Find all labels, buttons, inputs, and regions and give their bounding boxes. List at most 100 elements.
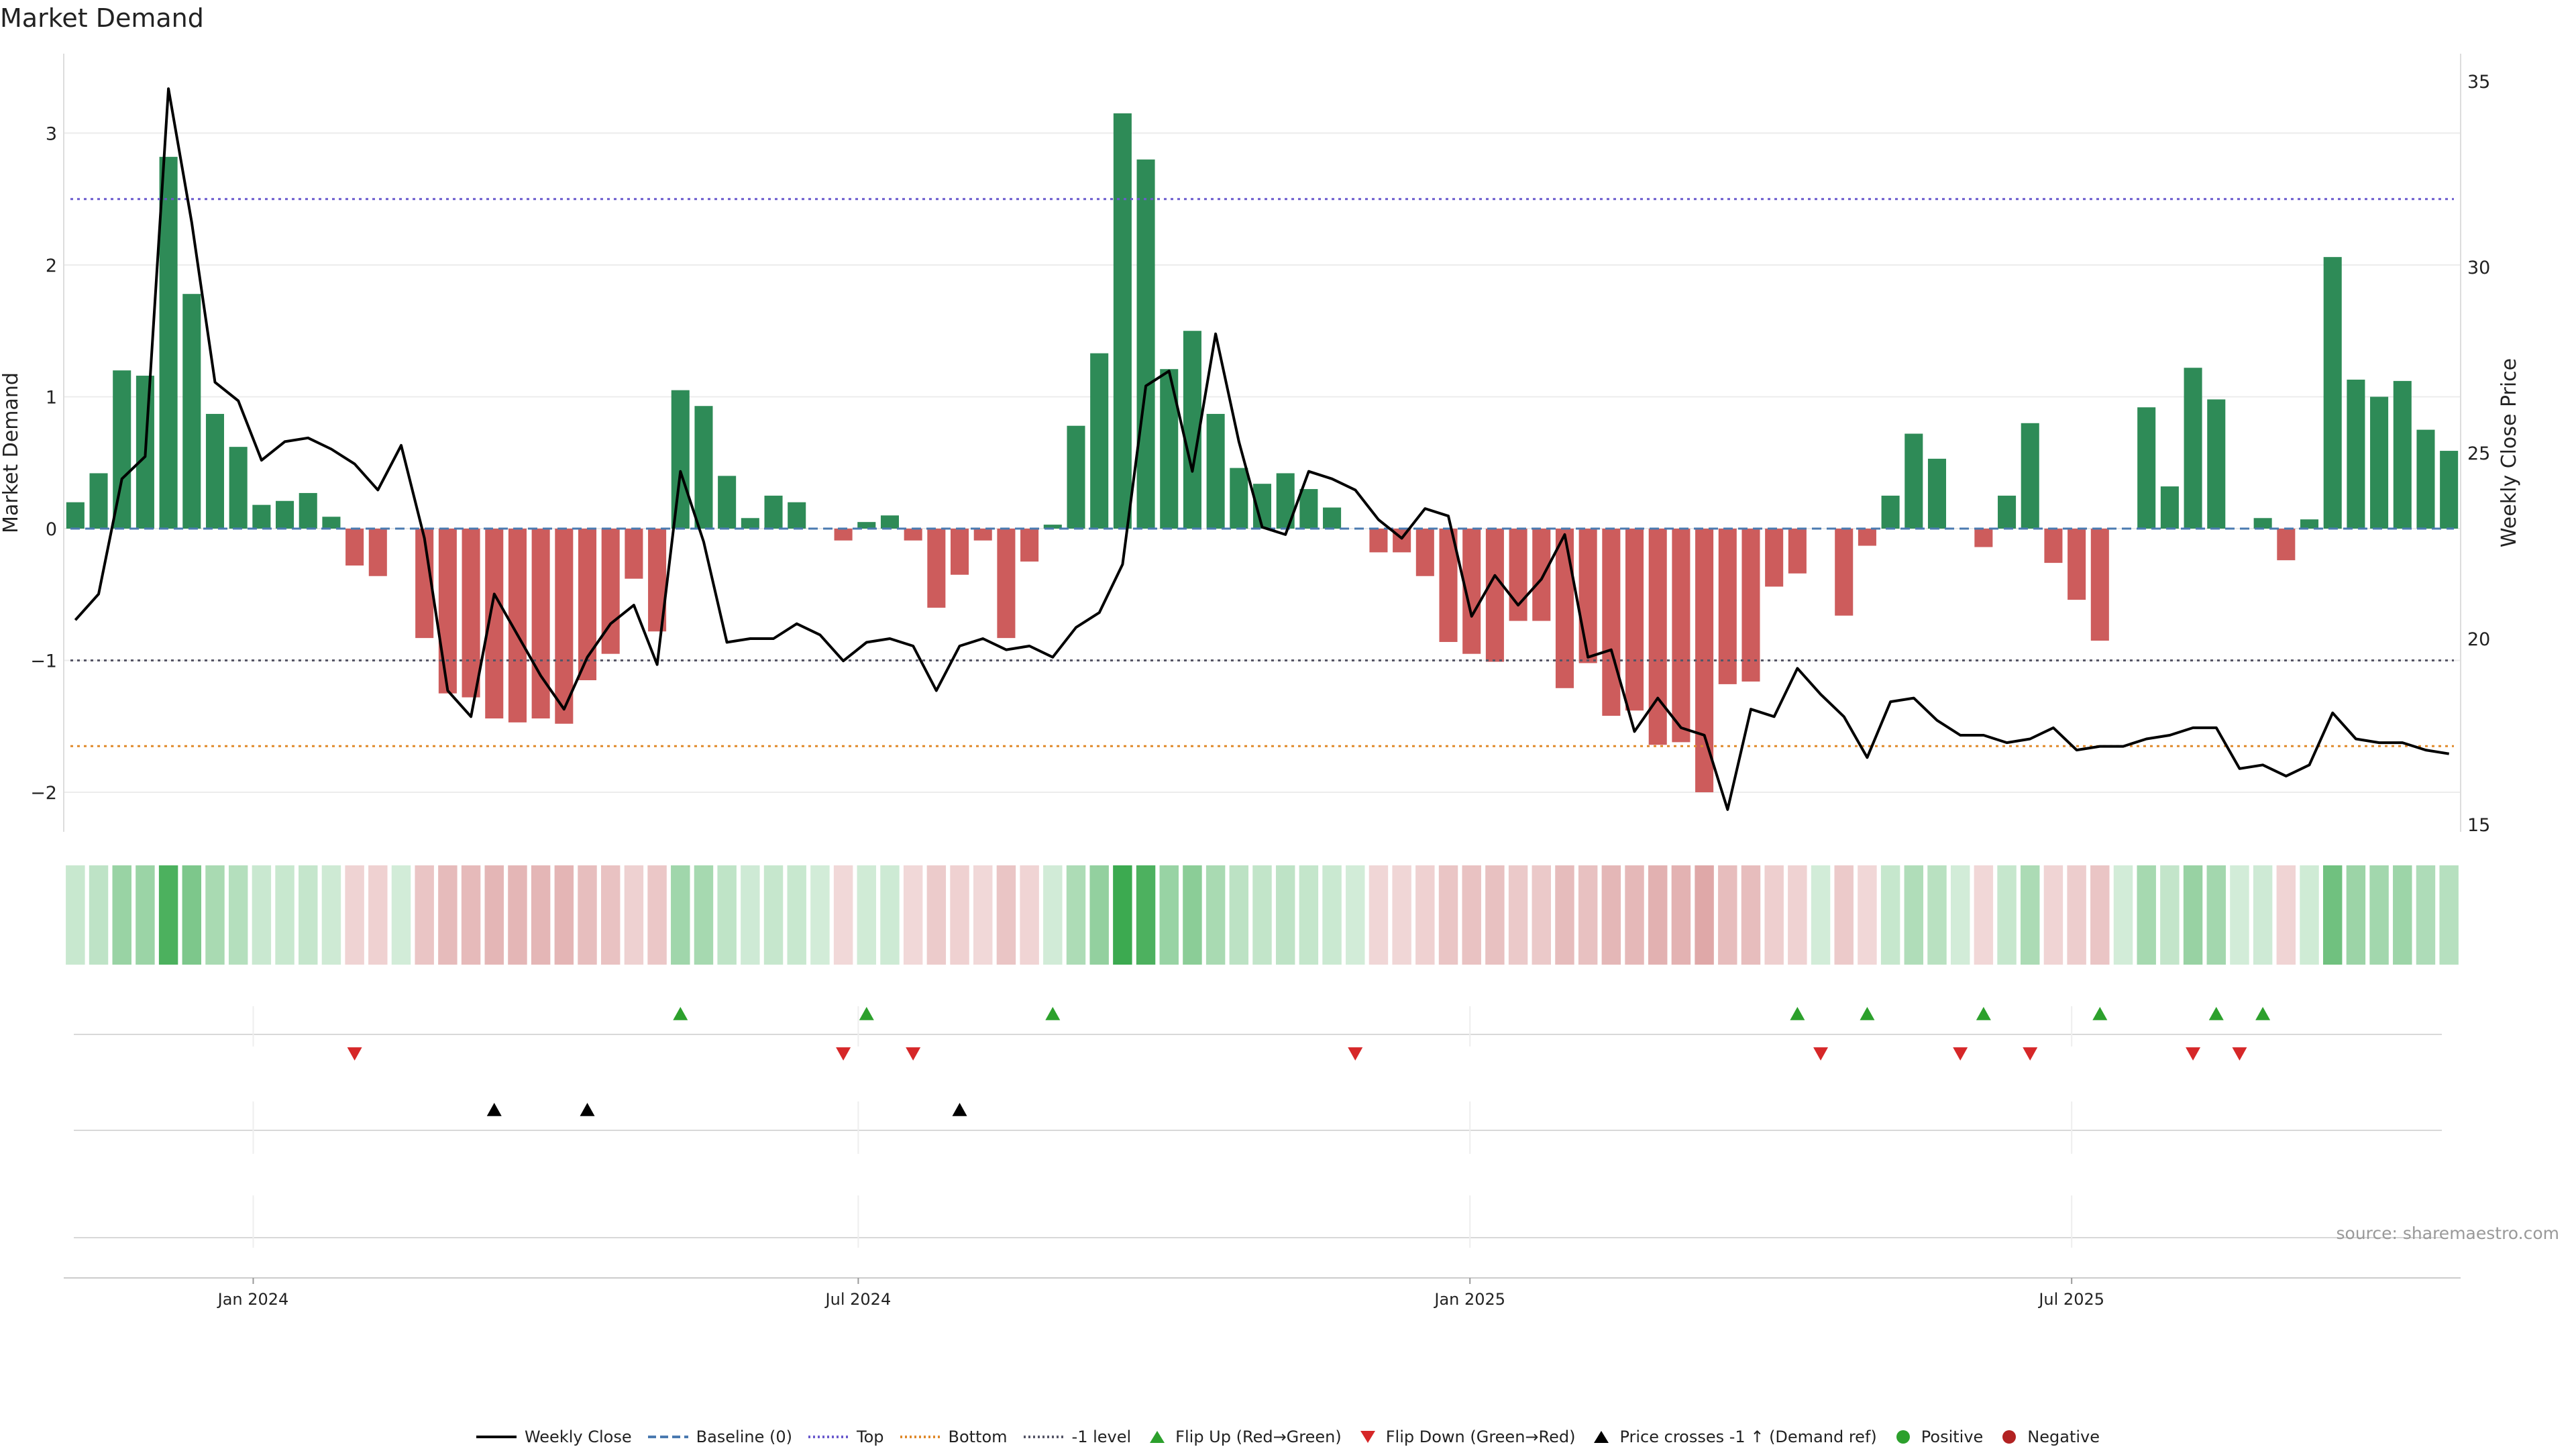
- demand-bar-negative: [1369, 529, 1388, 553]
- demand-bar-positive: [2347, 379, 2365, 529]
- y-tick-label: 2: [46, 256, 57, 276]
- demand-bar-positive: [182, 294, 201, 529]
- demand-bar-positive: [1067, 425, 1085, 529]
- legend-item-bottom: Bottom: [900, 1428, 1008, 1446]
- heat-cell: [1927, 865, 1947, 965]
- heat-cell: [2113, 865, 2133, 965]
- heat-cell: [1788, 865, 1807, 965]
- demand-bar-positive: [322, 517, 341, 529]
- demand-bar-positive: [1927, 458, 1947, 529]
- demand-bar-negative: [625, 529, 643, 579]
- demand-bar-negative: [997, 529, 1016, 639]
- heat-cell: [2346, 865, 2366, 965]
- y2-tick-label: 25: [2467, 443, 2490, 464]
- legend-symbol: [1023, 1436, 1064, 1438]
- heat-cell: [671, 865, 690, 965]
- demand-bar-positive: [671, 390, 690, 529]
- demand-bar-positive: [880, 515, 899, 529]
- demand-bar-negative: [2068, 529, 2086, 600]
- source-label: source: sharemaestro.com: [2337, 1224, 2560, 1243]
- heat-cell: [1183, 865, 1202, 965]
- heat-cell: [321, 865, 341, 965]
- heat-cell: [1089, 865, 1109, 965]
- demand-bar-negative: [1765, 529, 1784, 587]
- heat-cell: [1299, 865, 1319, 965]
- demand-bar-negative: [345, 529, 364, 566]
- heat-cell: [275, 865, 294, 965]
- heat-cell: [1415, 865, 1435, 965]
- demand-bar-negative: [1625, 529, 1644, 711]
- demand-bar-positive: [1323, 507, 1342, 529]
- demand-bar-positive: [229, 447, 248, 529]
- heat-cell: [1392, 865, 1411, 965]
- demand-bar-positive: [1113, 113, 1132, 529]
- heat-cell: [1834, 865, 1854, 965]
- heat-cell: [1113, 865, 1132, 965]
- legend-item-close: Weekly Close: [476, 1428, 632, 1446]
- heat-cell: [833, 865, 853, 965]
- flip-up-marker: [1860, 1007, 1875, 1020]
- heat-cell: [158, 865, 178, 965]
- legend-label: Positive: [1921, 1428, 1984, 1446]
- heat-cell: [2043, 865, 2063, 965]
- flip-up-marker: [2092, 1007, 2108, 1020]
- legend-label: Flip Down (Green→Red): [1385, 1428, 1576, 1446]
- x-tick-label: Jul 2025: [2037, 1290, 2104, 1309]
- y-tick-label: −1: [30, 651, 57, 672]
- demand-bar-negative: [1415, 529, 1434, 576]
- legend-symbol: [1150, 1431, 1165, 1443]
- heat-cell: [1648, 865, 1668, 965]
- heat-cell: [950, 865, 969, 965]
- heat-cell: [1066, 865, 1086, 965]
- price-cross-marker: [952, 1103, 967, 1116]
- heat-cell: [763, 865, 784, 965]
- heat-cell: [1252, 865, 1272, 965]
- reference-lines: [70, 198, 2454, 747]
- demand-bar-positive: [159, 156, 178, 529]
- heat-cell: [1368, 865, 1389, 965]
- heat-cell: [2300, 865, 2319, 965]
- price-cross-marker: [486, 1103, 502, 1116]
- heat-strip: [66, 865, 2459, 965]
- flip-up-marker: [859, 1007, 874, 1020]
- demand-bar-positive: [2184, 368, 2202, 529]
- demand-bar-negative: [951, 529, 969, 575]
- axis-layer: −2 −1 0 1 2 3 15 20 25 30 35 Market Demand Weekly Cl…: [0, 54, 2521, 836]
- legend-symbol: [2002, 1430, 2017, 1444]
- heat-cell: [2393, 865, 2412, 965]
- heat-cell: [1601, 865, 1621, 965]
- heat-cell: [2439, 865, 2459, 965]
- demand-bar-negative: [927, 529, 946, 608]
- heat-cell: [1858, 865, 1877, 965]
- heat-cell: [1159, 865, 1179, 965]
- demand-bar-positive: [2416, 429, 2435, 529]
- flip-up-marker: [2255, 1007, 2271, 1020]
- demand-bar-negative: [368, 529, 387, 576]
- heat-cell: [926, 865, 947, 965]
- flip-down-marker: [2186, 1047, 2201, 1061]
- demand-bar-positive: [2137, 407, 2156, 529]
- heat-cell: [600, 865, 621, 965]
- demand-bar-positive: [252, 504, 271, 529]
- demand-bar-negative: [834, 529, 853, 541]
- legend-symbol: [808, 1436, 849, 1438]
- heat-cell: [1462, 865, 1481, 965]
- x-tick-label: Jan 2025: [1433, 1290, 1505, 1309]
- demand-bar-positive: [1998, 495, 2017, 529]
- demand-bar-positive: [2370, 396, 2389, 529]
- demand-bar-positive: [741, 518, 759, 529]
- demand-bar-negative: [462, 529, 480, 698]
- demand-bar-positive: [1881, 495, 1900, 529]
- y2-tick-label: 20: [2467, 629, 2490, 650]
- demand-bar-positive: [299, 492, 317, 529]
- demand-bar-positive: [1299, 489, 1318, 529]
- heat-cell: [1508, 865, 1528, 965]
- heat-cell: [2322, 865, 2343, 965]
- y2-tick-label: 15: [2467, 815, 2490, 836]
- heat-cell: [1275, 865, 1295, 965]
- demand-bar-positive: [1230, 468, 1248, 529]
- flip-up-marker: [1790, 1007, 1805, 1020]
- heat-cell: [996, 865, 1016, 965]
- demand-bar-positive: [788, 502, 806, 529]
